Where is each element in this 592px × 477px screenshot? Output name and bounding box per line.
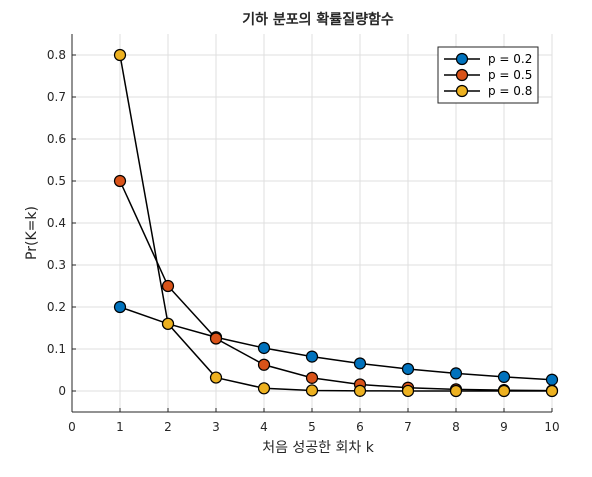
data-point-series-3	[401, 384, 415, 398]
data-point-series-2	[209, 332, 223, 345]
series-line-1	[119, 306, 553, 381]
legend-label: p = 0.5	[488, 68, 532, 82]
legend: p = 0.2 p = 0.5 p = 0.8	[437, 46, 539, 104]
data-point-series-1	[545, 373, 559, 386]
data-point-series-3	[113, 48, 127, 62]
legend-label: p = 0.8	[488, 84, 532, 98]
data-point-series-1	[257, 341, 271, 355]
y-tick-label: 0.1	[47, 342, 66, 356]
data-point-series-2	[161, 279, 175, 293]
series-line-2	[119, 180, 553, 392]
legend-marker	[455, 84, 469, 98]
x-tick-label: 6	[356, 420, 364, 434]
x-tick-label: 9	[500, 420, 508, 434]
y-tick-label: 0.6	[47, 132, 66, 146]
data-point-series-3	[161, 317, 175, 330]
x-tick-label: 10	[544, 420, 559, 434]
data-point-series-3	[497, 384, 511, 398]
legend-marker	[455, 52, 469, 66]
series-line-3	[119, 54, 552, 392]
x-tick-label: 8	[452, 420, 460, 434]
data-point-series-1	[497, 370, 511, 383]
y-tick-label: 0.5	[47, 174, 66, 188]
data-point-series-1	[353, 357, 367, 370]
data-point-series-2	[257, 358, 271, 371]
x-tick-label: 2	[164, 420, 172, 434]
series-points	[113, 48, 559, 398]
axes: 0 1 2 3 4 5 6 7 8 9 10 0 0.1 0.2 0.3 0.4 0.5 0.6 0.7 0.8	[47, 34, 560, 434]
y-tick-label: 0.3	[47, 258, 66, 272]
data-point-series-2	[305, 371, 319, 384]
data-point-series-3	[449, 384, 463, 398]
data-point-series-3	[257, 382, 271, 395]
chart-title: 기하 분포의 확률질량함수	[242, 11, 394, 28]
data-point-series-3	[353, 384, 367, 397]
y-tick-label: 0	[58, 384, 66, 398]
data-point-series-3	[305, 384, 319, 397]
y-axis-label: Pr(K=k)	[24, 206, 40, 260]
data-point-series-1	[401, 362, 415, 376]
y-tick-label: 0.7	[47, 90, 66, 104]
data-point-series-1	[305, 350, 319, 363]
legend-label: p = 0.2	[488, 52, 532, 66]
x-tick-label: 1	[116, 420, 124, 434]
x-tick-label: 0	[68, 420, 76, 434]
x-tick-label: 4	[260, 420, 268, 434]
x-axis-label: 처음 성공한 회차 k	[262, 440, 375, 456]
series-lines	[119, 54, 553, 392]
data-point-series-2	[113, 174, 127, 188]
y-tick-label: 0.2	[47, 300, 66, 314]
x-tick-label: 7	[404, 420, 412, 434]
legend-marker	[455, 68, 469, 82]
data-point-series-1	[113, 300, 127, 314]
data-point-series-3	[209, 371, 223, 384]
y-tick-label: 0.4	[47, 216, 66, 230]
data-point-series-3	[545, 384, 559, 398]
data-point-series-1	[449, 367, 463, 380]
x-tick-label: 3	[212, 420, 220, 434]
x-tick-label: 5	[308, 420, 316, 434]
y-tick-label: 0.8	[47, 48, 66, 62]
